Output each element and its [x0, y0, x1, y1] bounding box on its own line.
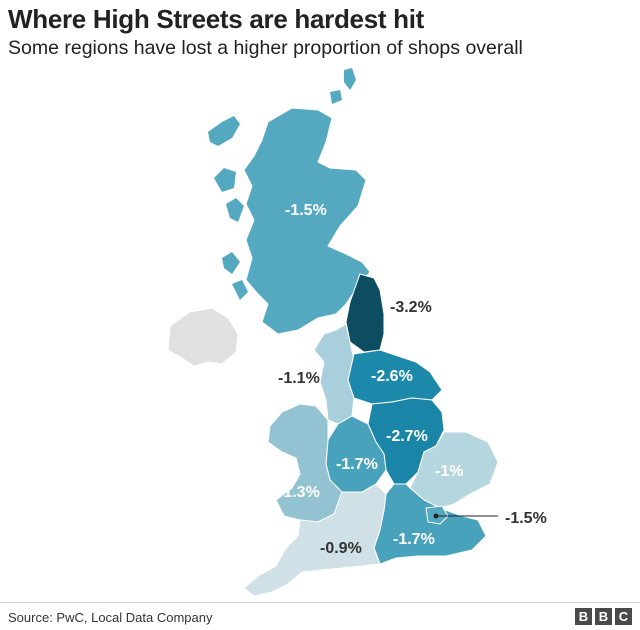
- region-scotland-island: [344, 68, 356, 90]
- region-scotland-island: [232, 280, 248, 300]
- region-north-west: [313, 323, 355, 425]
- footer-divider: [0, 602, 640, 603]
- label-wales: -1.3%: [278, 484, 320, 501]
- region-scotland: [243, 107, 371, 335]
- label-scotland: -1.5%: [285, 202, 327, 219]
- region-scotland-island: [208, 116, 240, 146]
- chart-title: Where High Streets are hardest hit: [8, 4, 425, 34]
- label-north-east: -3.2%: [390, 299, 432, 316]
- bbc-logo-block: C: [615, 608, 632, 625]
- uk-region-map: -1.5% -3.2% -1.1% -2.6% -2.7% -1.7% -1.3…: [167, 68, 547, 597]
- label-north-west: -1.1%: [278, 370, 320, 387]
- region-northern-ireland: [167, 307, 239, 367]
- region-scotland-island: [226, 198, 244, 222]
- label-west-midlands: -1.7%: [336, 456, 378, 473]
- region-south-west: [243, 483, 387, 597]
- label-east-midlands: -2.7%: [386, 428, 428, 445]
- region-scotland-island: [214, 168, 236, 192]
- label-east-england: -1%: [435, 463, 463, 480]
- region-scotland-island: [330, 90, 342, 104]
- bbc-logo-block: B: [575, 608, 592, 625]
- source-note: Source: PwC, Local Data Company: [8, 610, 213, 625]
- label-yorkshire: -2.6%: [371, 368, 413, 385]
- label-south-west: -0.9%: [320, 540, 362, 557]
- label-south-east: -1.7%: [393, 531, 435, 548]
- chart-subtitle: Some regions have lost a higher proporti…: [8, 37, 523, 59]
- london-marker: [433, 513, 439, 519]
- bbc-logo-block: B: [595, 608, 612, 625]
- region-east-england: [409, 431, 499, 509]
- bbc-logo: B B C: [575, 608, 632, 625]
- region-scotland-island: [222, 252, 240, 274]
- label-london: -1.5%: [505, 510, 547, 527]
